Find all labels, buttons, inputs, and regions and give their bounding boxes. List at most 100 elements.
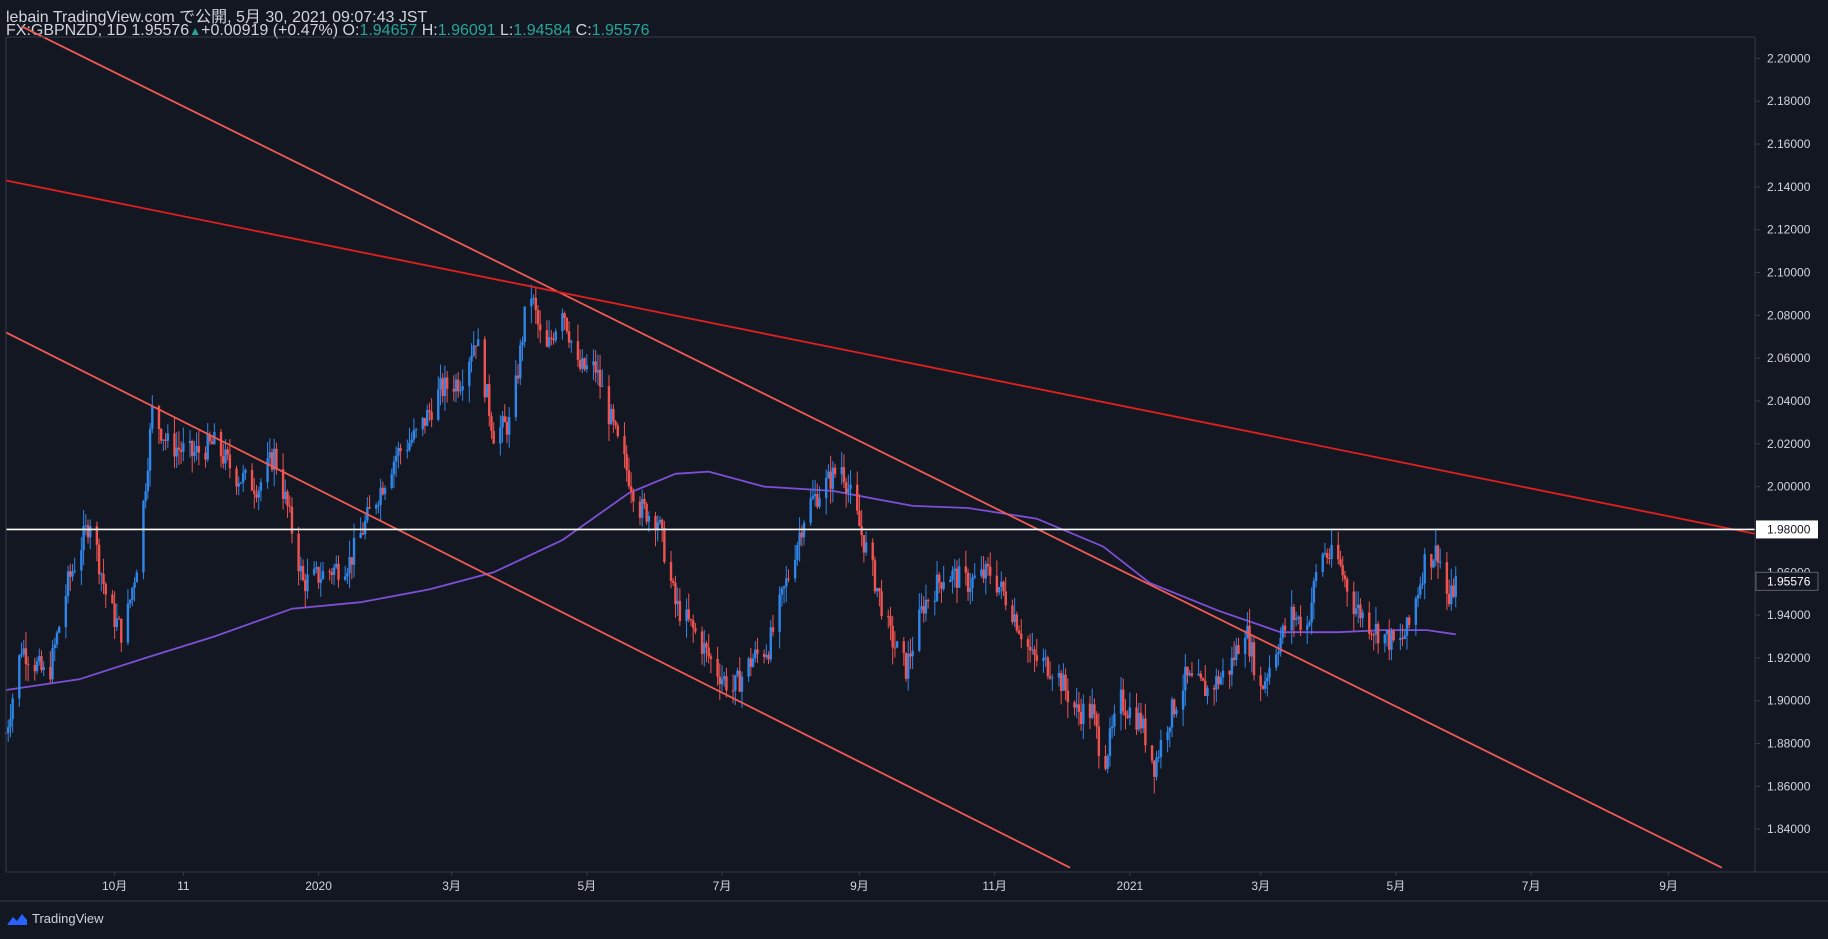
candle-body <box>142 501 145 573</box>
candle-body <box>940 582 943 589</box>
candle-body <box>924 599 928 614</box>
candle-body <box>1228 670 1231 675</box>
candle-body <box>1374 623 1378 635</box>
low-label: L: <box>500 22 514 39</box>
candle-body <box>173 433 176 457</box>
candle-body <box>632 491 635 502</box>
candle-body <box>1015 614 1019 631</box>
candle-body <box>669 561 673 581</box>
candle-body <box>226 449 229 455</box>
candle-body <box>864 542 868 553</box>
candle-body <box>270 452 274 470</box>
candle-body <box>80 550 83 571</box>
price-axis[interactable]: 2.20000 2.18000 2.16000 2.14000 2.12000 2.100… <box>1755 51 1819 836</box>
last-price: 1.95576 <box>131 22 190 39</box>
candle-body <box>457 379 460 392</box>
candle-body <box>778 594 781 632</box>
candle-body <box>1261 685 1265 689</box>
candle-body <box>1277 652 1280 655</box>
time-tick-label: 10月 <box>102 879 127 893</box>
candle-body <box>1011 605 1014 623</box>
candle-body <box>490 416 493 431</box>
candle-body <box>725 676 728 691</box>
candle-body <box>654 515 657 531</box>
candle-body <box>151 406 154 429</box>
candle-body <box>89 526 92 538</box>
candle-body <box>1306 625 1309 631</box>
candle-body <box>268 452 271 459</box>
candle-body <box>685 609 688 622</box>
candle-body <box>785 578 788 587</box>
candle-body <box>902 641 905 653</box>
tradingview-logo-icon <box>7 913 27 925</box>
candle-body <box>1075 704 1078 708</box>
candle-body <box>346 573 349 577</box>
candle-body <box>1268 667 1271 678</box>
candle-body <box>1450 585 1453 605</box>
candle-body <box>281 469 285 499</box>
candle-body <box>1407 617 1411 625</box>
candle-body <box>97 544 101 575</box>
candle-body <box>1230 657 1234 675</box>
candle-body <box>1339 559 1342 566</box>
candle-body <box>330 572 334 576</box>
candle-body <box>49 666 52 680</box>
candle-body <box>716 658 719 677</box>
candle-body <box>578 360 582 369</box>
up-arrow-icon: ▲ <box>189 24 202 38</box>
brand[interactable]: TradingView <box>6 911 104 926</box>
candle-body <box>1201 678 1205 681</box>
candle-body <box>818 498 821 507</box>
candle-body <box>472 345 475 356</box>
candle-body <box>953 568 956 571</box>
candle-body <box>957 566 961 588</box>
candle-body <box>847 488 850 493</box>
candle-body <box>86 525 90 538</box>
candle-body <box>64 595 68 628</box>
candle-body <box>552 338 555 341</box>
symbol-label[interactable]: FX:GBPNZD, 1D <box>6 22 127 39</box>
candle-body <box>1126 715 1129 718</box>
candle-body <box>1221 670 1225 678</box>
candle-body <box>301 566 305 581</box>
candle-body <box>889 616 892 626</box>
low-value: 1.94584 <box>513 22 572 39</box>
candle-body <box>891 625 894 648</box>
candle-body <box>454 379 458 392</box>
candle-body <box>1283 625 1287 631</box>
candle-body <box>911 650 914 657</box>
candle-body <box>519 345 522 379</box>
candle-body <box>1095 714 1098 727</box>
candle-body <box>601 386 604 388</box>
candle-body <box>1128 707 1132 718</box>
candle-body <box>878 588 881 592</box>
candle-body <box>1066 690 1070 703</box>
candle-body <box>312 568 316 575</box>
candle-body <box>423 417 427 426</box>
candle-body <box>1310 602 1313 623</box>
candle-body <box>188 440 192 444</box>
candle-body <box>470 355 473 362</box>
candle-body <box>1028 646 1032 651</box>
candle-body <box>514 375 518 418</box>
candle-body <box>997 586 1001 593</box>
candle-body <box>1031 649 1034 651</box>
price-tick-label: 1.84000 <box>1767 822 1811 836</box>
candle-body <box>638 501 642 518</box>
time-axis[interactable]: 10月 11 2020 3月 5月 7月 9月 11月 2021 3月 5月 7月 9月 <box>102 872 1678 893</box>
candle-body <box>563 313 566 318</box>
candle-body <box>1064 674 1067 691</box>
candle-body <box>873 560 877 592</box>
candle-body <box>532 297 535 299</box>
candle-body <box>809 498 812 523</box>
candle-body <box>148 428 152 471</box>
candle-body <box>521 341 524 346</box>
candle-body <box>576 341 580 361</box>
candle-body <box>410 439 413 443</box>
candle-body <box>612 408 615 422</box>
candle-body <box>780 588 784 595</box>
candle-body <box>1204 680 1207 697</box>
candle-body <box>738 670 741 692</box>
candle-body <box>1330 544 1333 559</box>
